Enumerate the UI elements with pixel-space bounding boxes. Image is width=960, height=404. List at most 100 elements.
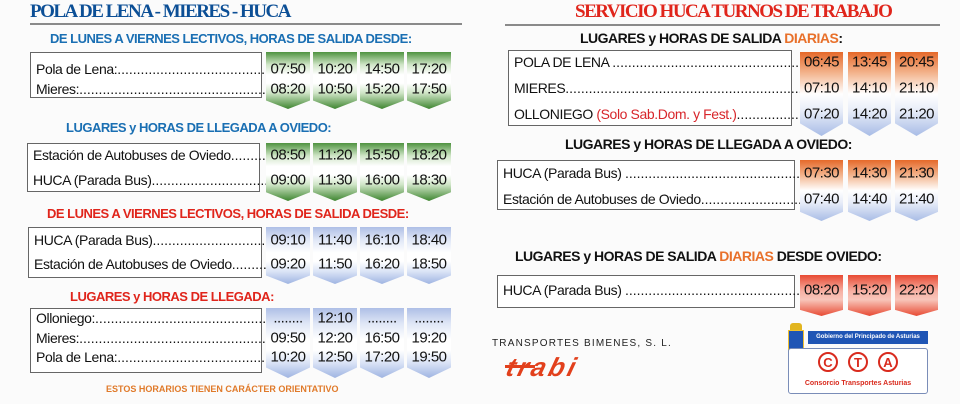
stop-name: MIERES <box>514 80 566 96</box>
stop-name: HUCA (Parada Bus) <box>503 282 625 298</box>
departure-time: 18:30 <box>411 171 447 189</box>
dot-leader <box>565 80 800 96</box>
cta-name: Consorcio Transportes Asturias <box>804 380 912 387</box>
dot-leader <box>625 282 800 298</box>
heading-text: LUGARES y HORAS DE SALIDA <box>515 248 720 264</box>
dot-leader <box>79 81 266 97</box>
departure-time: 16:20 <box>364 255 400 273</box>
cta-logo: Gobierno del Principado de Asturias C T … <box>768 320 930 396</box>
heading-text: LUGARES y HORAS DE LLEGADA A OVIEDO: <box>66 120 332 135</box>
departure-time: 14:40 <box>851 190 888 208</box>
section-heading: LUGARES y HORAS DE SALIDA DIARIAS: <box>580 30 843 46</box>
departure-time: 11:40 <box>318 231 352 249</box>
departure-time: 07:50 <box>270 60 306 78</box>
dot-leader <box>152 232 266 248</box>
right-title-rule <box>505 24 940 26</box>
dot-leader <box>151 172 266 188</box>
time-column <box>266 308 310 378</box>
dot-leader <box>701 191 800 207</box>
heading-text: LUGARES y HORAS DE SALIDA <box>580 30 785 46</box>
departure-time: 07:30 <box>803 164 840 182</box>
time-column <box>266 52 310 109</box>
departure-time: 18:20 <box>411 146 447 164</box>
stop-name: HUCA (Parada Bus) <box>34 232 153 248</box>
stop-row: HUCA (Parada Bus) <box>34 232 266 248</box>
time-column <box>895 160 938 221</box>
departure-time: 11:50 <box>318 255 352 273</box>
trabi-logo: trabi <box>505 356 582 380</box>
departure-time: 08:20 <box>270 80 306 98</box>
disclaimer: ESTOS HORARIOS TIENEN CARÁCTER ORIENTATI… <box>106 384 339 394</box>
departure-time: 13:45 <box>851 53 888 71</box>
dot-leader <box>625 165 800 181</box>
heading-highlight: DIARIAS <box>784 30 839 46</box>
cta-box: C T A Consorcio Transportes Asturias <box>788 348 928 394</box>
stop-name: Pola de Lena: <box>36 61 118 77</box>
company-name: TRANSPORTES BIMENES, S. L. <box>492 338 672 349</box>
departure-time: 11:20 <box>318 146 352 164</box>
stop-name: Estación de Autobuses de Oviedo <box>34 256 232 272</box>
departure-time: 18:50 <box>411 255 447 273</box>
stop-name: HUCA (Parada Bus) <box>33 172 152 188</box>
time-column <box>313 143 357 201</box>
stop-row: Mieres: <box>36 81 266 97</box>
heading-highlight: DIARIAS <box>719 248 774 264</box>
stop-row: Pola de Lena: <box>36 61 266 77</box>
time-column <box>266 143 310 201</box>
departure-time: 21:40 <box>898 190 935 208</box>
departure-time: 10:50 <box>317 80 353 98</box>
departure-time: 18:40 <box>411 231 447 249</box>
time-column <box>313 308 357 378</box>
departure-time: 14:50 <box>364 60 400 78</box>
cta-letter-a: A <box>878 352 898 372</box>
departure-time: 19:50 <box>411 348 447 366</box>
time-column <box>895 52 938 136</box>
heading-text: DE LUNES A VIERNES LECTIVOS, HORAS DE SA… <box>50 31 412 46</box>
time-column <box>848 275 891 316</box>
left-title: POLA DE LENA - MIERES - HUCA <box>30 1 291 22</box>
departure-time: 09:10 <box>270 231 306 249</box>
departure-time: 06:45 <box>803 53 840 71</box>
dot-leader <box>231 147 266 163</box>
time-column <box>848 160 891 221</box>
stop-name: Olloniego: <box>36 310 96 326</box>
section-heading: DE LUNES A VIERNES LECTIVOS, HORAS DE SA… <box>47 206 409 221</box>
heading-text: LUGARES y HORAS DE LLEGADA: <box>70 289 274 304</box>
departure-time: 14:10 <box>851 79 888 97</box>
time-column <box>266 227 310 284</box>
stop-row: HUCA (Parada Bus) <box>503 282 800 298</box>
time-column <box>407 227 451 284</box>
time-column <box>407 308 451 378</box>
stop-row: MIERES <box>514 80 800 96</box>
section-heading: DE LUNES A VIERNES LECTIVOS, HORAS DE SA… <box>50 31 412 46</box>
time-column <box>313 227 357 284</box>
time-column <box>360 52 404 109</box>
departure-time: 22:20 <box>898 281 935 299</box>
time-column <box>360 308 404 378</box>
stop-row: HUCA (Parada Bus) <box>503 165 800 181</box>
stop-name: HUCA (Parada Bus) <box>503 165 625 181</box>
departure-time: ........ <box>273 309 303 327</box>
dot-leader <box>737 106 800 122</box>
time-column <box>800 160 843 221</box>
departure-time: 16:00 <box>364 171 400 189</box>
dot-leader <box>232 256 266 272</box>
gov-banner: Gobierno del Principado de Asturias <box>808 331 928 344</box>
heading-tail: : <box>838 30 843 46</box>
departure-time: ........ <box>367 309 397 327</box>
departure-time: 08:20 <box>803 281 840 299</box>
departure-time: 10:20 <box>317 60 353 78</box>
stop-name: Mieres: <box>36 81 80 97</box>
dot-leader <box>117 61 266 77</box>
stop-row: POLA DE LENA <box>514 54 800 70</box>
departure-time: 12:10 <box>317 309 353 327</box>
dot-leader <box>117 349 266 365</box>
departure-time: 09:00 <box>270 171 306 189</box>
departure-time: 09:20 <box>270 255 306 273</box>
departure-time: 20:45 <box>898 53 935 71</box>
stop-row: Pola de Lena: <box>36 349 266 365</box>
departure-time: 16:10 <box>364 231 400 249</box>
departure-time: 15:50 <box>364 146 400 164</box>
crown-icon <box>790 323 802 330</box>
time-column <box>407 52 451 109</box>
